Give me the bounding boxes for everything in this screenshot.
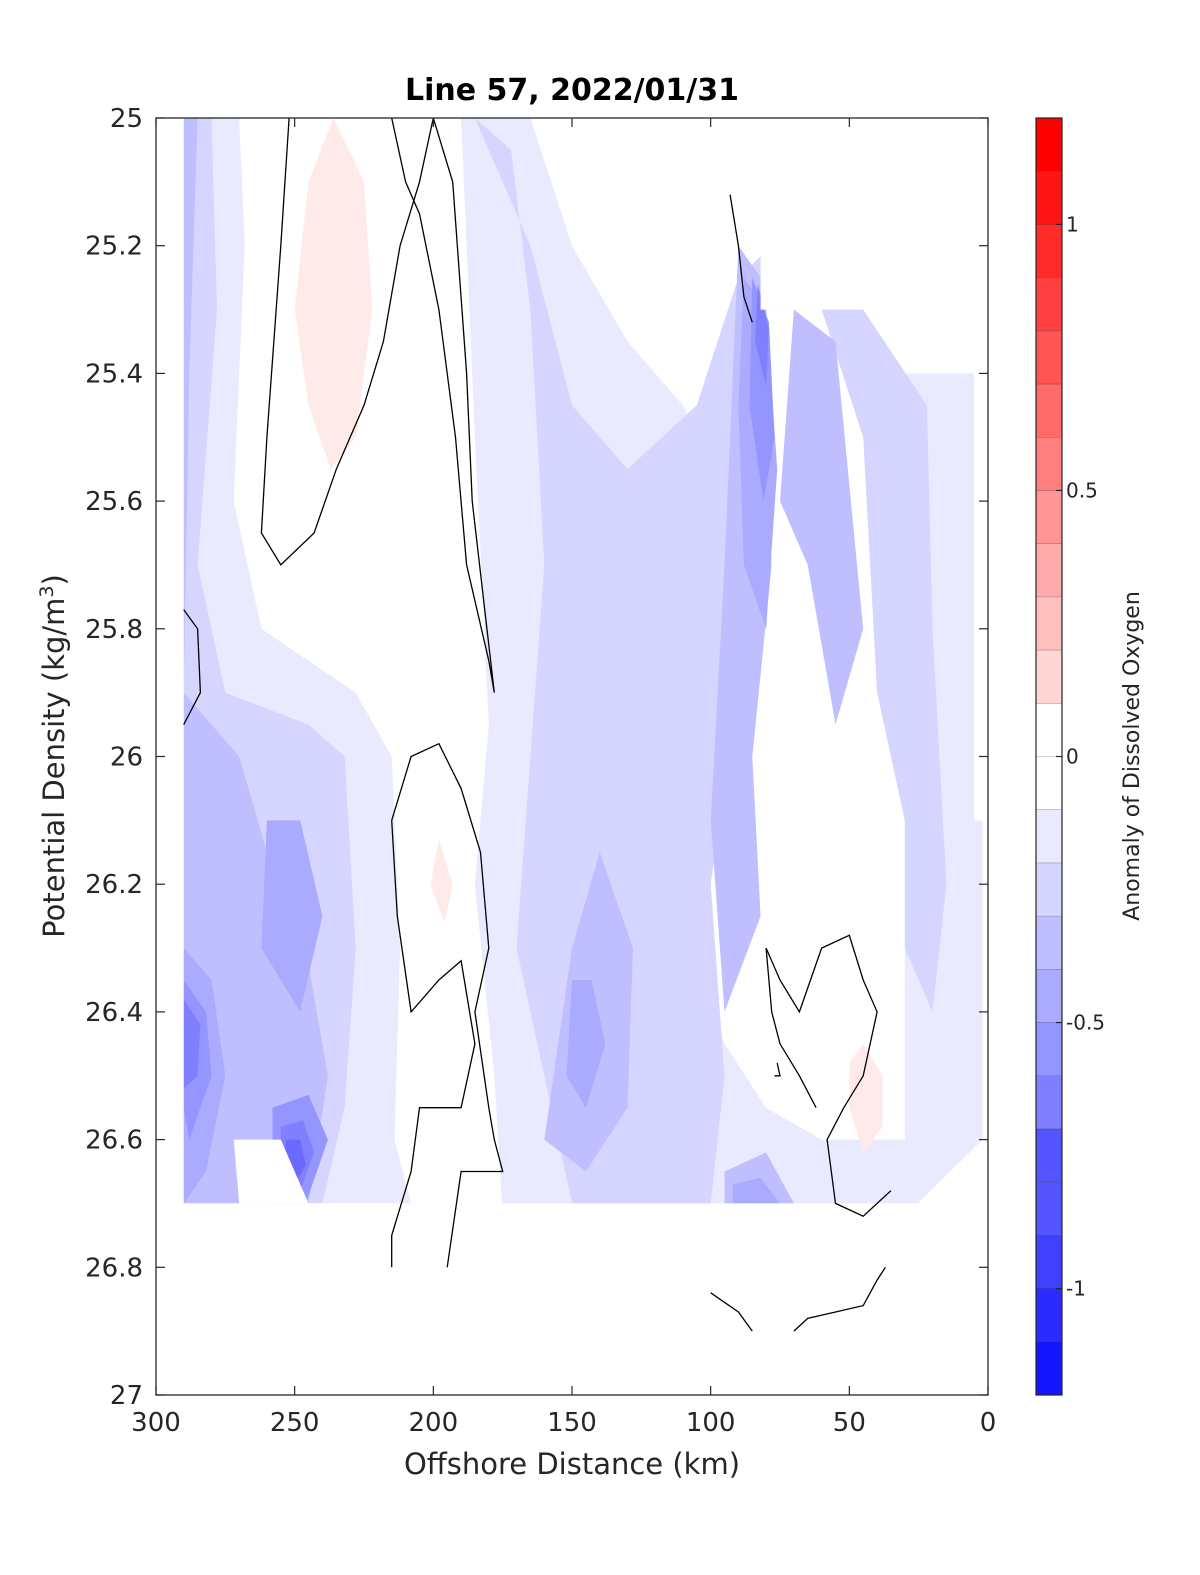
contour-fill-region xyxy=(566,980,606,1108)
colorbar-swatch xyxy=(1036,969,1062,1023)
no-data-region xyxy=(233,1139,309,1204)
no-data-region xyxy=(183,1203,392,1395)
zero-contour-line xyxy=(391,118,495,693)
contour-fill-region xyxy=(294,118,373,470)
x-axis-label: Offshore Distance (km) xyxy=(404,1447,740,1481)
y-tick-label: 26.8 xyxy=(85,1253,143,1283)
y-tick-label: 26.2 xyxy=(85,870,143,900)
zero-contour-line xyxy=(765,948,817,1109)
x-tick-label: 50 xyxy=(833,1408,866,1438)
colorbar-swatch xyxy=(1036,1075,1062,1129)
zero-contour-line xyxy=(260,118,434,566)
zero-contour-line xyxy=(793,1266,886,1332)
contour-fill-region xyxy=(755,284,769,387)
colorbar-swatch xyxy=(1036,916,1062,970)
colorbar-swatch xyxy=(1036,277,1062,331)
zero-contour-line xyxy=(774,1062,781,1077)
y-tick-label: 25.2 xyxy=(85,232,143,262)
contour-fill-region xyxy=(849,1043,883,1153)
no-data-region xyxy=(696,1331,891,1395)
colorbar-swatch xyxy=(1036,224,1062,278)
colorbar-swatch xyxy=(1036,543,1062,597)
colorbar-swatch xyxy=(1036,330,1062,385)
colorbar-swatch xyxy=(1036,118,1062,172)
colorbar-swatch xyxy=(1036,437,1062,491)
colorbar-swatch xyxy=(1036,1288,1062,1342)
colorbar-swatch xyxy=(1036,756,1062,810)
colorbar-swatch xyxy=(1036,171,1062,225)
zero-contour-line xyxy=(391,742,504,1268)
colorbar-swatch xyxy=(1036,384,1062,438)
y-axis-label-superscript: 3 xyxy=(36,585,58,597)
colorbar-tick-label: -1 xyxy=(1066,1277,1086,1301)
zero-contour-line xyxy=(729,194,753,323)
colorbar-tick-label: 0.5 xyxy=(1066,478,1098,502)
contour-fill-region xyxy=(780,309,864,725)
y-tick-label: 25 xyxy=(110,104,143,134)
colorbar-tick-label: 0 xyxy=(1066,745,1079,769)
colorbar-swatch xyxy=(1036,490,1062,544)
contour-fill-layer xyxy=(156,118,988,1395)
no-data-region xyxy=(890,1267,988,1395)
y-tick-label: 25.4 xyxy=(85,359,143,389)
y-tick-label: 27 xyxy=(110,1381,143,1411)
x-axis: 300 250 200 150 100 50 0 xyxy=(131,118,996,1438)
y-tick-label: 26.6 xyxy=(85,1126,143,1156)
zero-contour-line xyxy=(391,820,476,1268)
no-data-region xyxy=(502,1280,697,1395)
colorbar-tick-label: -0.5 xyxy=(1066,1011,1105,1035)
no-data-region xyxy=(821,118,988,374)
colorbar-swatch xyxy=(1036,703,1062,757)
colorbar-tick-label: 1 xyxy=(1066,212,1079,236)
colorbar-swatch xyxy=(1036,809,1062,863)
x-tick-label: 150 xyxy=(547,1408,597,1438)
zero-contour-line xyxy=(183,609,202,725)
chart-title: Line 57, 2022/01/31 xyxy=(405,73,739,108)
y-tick-label: 25.8 xyxy=(85,615,143,645)
colorbar-swatch xyxy=(1036,650,1062,704)
x-tick-label: 0 xyxy=(980,1408,997,1438)
no-data-region xyxy=(724,118,822,310)
colorbar-label: Anomaly of Dissolved Oxygen xyxy=(1120,591,1145,921)
x-tick-label: 300 xyxy=(131,1408,181,1438)
y-axis-label-end: ) xyxy=(37,574,71,585)
x-tick-label: 200 xyxy=(409,1408,459,1438)
y-axis-label: Potential Density (kg/m3) xyxy=(36,574,71,938)
colorbar-swatch xyxy=(1036,1022,1062,1076)
colorbar-swatch xyxy=(1036,1235,1062,1289)
colorbar-swatch xyxy=(1036,1182,1062,1236)
y-tick-label: 25.6 xyxy=(85,487,143,517)
zero-contour-line xyxy=(710,1292,753,1332)
zero-contour-line xyxy=(765,934,892,1217)
no-data-region xyxy=(974,373,988,821)
y-axis-label-main: Potential Density (kg/m xyxy=(37,598,71,938)
colorbar-swatch xyxy=(1036,862,1062,917)
colorbar-swatch xyxy=(1036,596,1062,651)
no-data-region xyxy=(156,118,184,1395)
colorbar-swatch xyxy=(1036,1128,1062,1183)
contour-fill-region xyxy=(261,820,323,1012)
x-tick-label: 100 xyxy=(686,1408,736,1438)
colorbar: 1 0.5 0 -0.5 -1 xyxy=(1035,117,1105,1396)
y-tick-label: 26 xyxy=(110,743,143,773)
contour-fill-region xyxy=(430,839,453,923)
x-tick-label: 250 xyxy=(270,1408,320,1438)
contour-fill-region xyxy=(183,999,201,1089)
y-axis: 25 25.2 25.4 25.6 25.8 26 26.2 26.4 26.6 26.8 27 xyxy=(85,104,988,1411)
colorbar-swatch xyxy=(1036,1341,1062,1395)
contour-line-layer xyxy=(183,118,892,1332)
y-tick-label: 26.4 xyxy=(85,998,143,1028)
